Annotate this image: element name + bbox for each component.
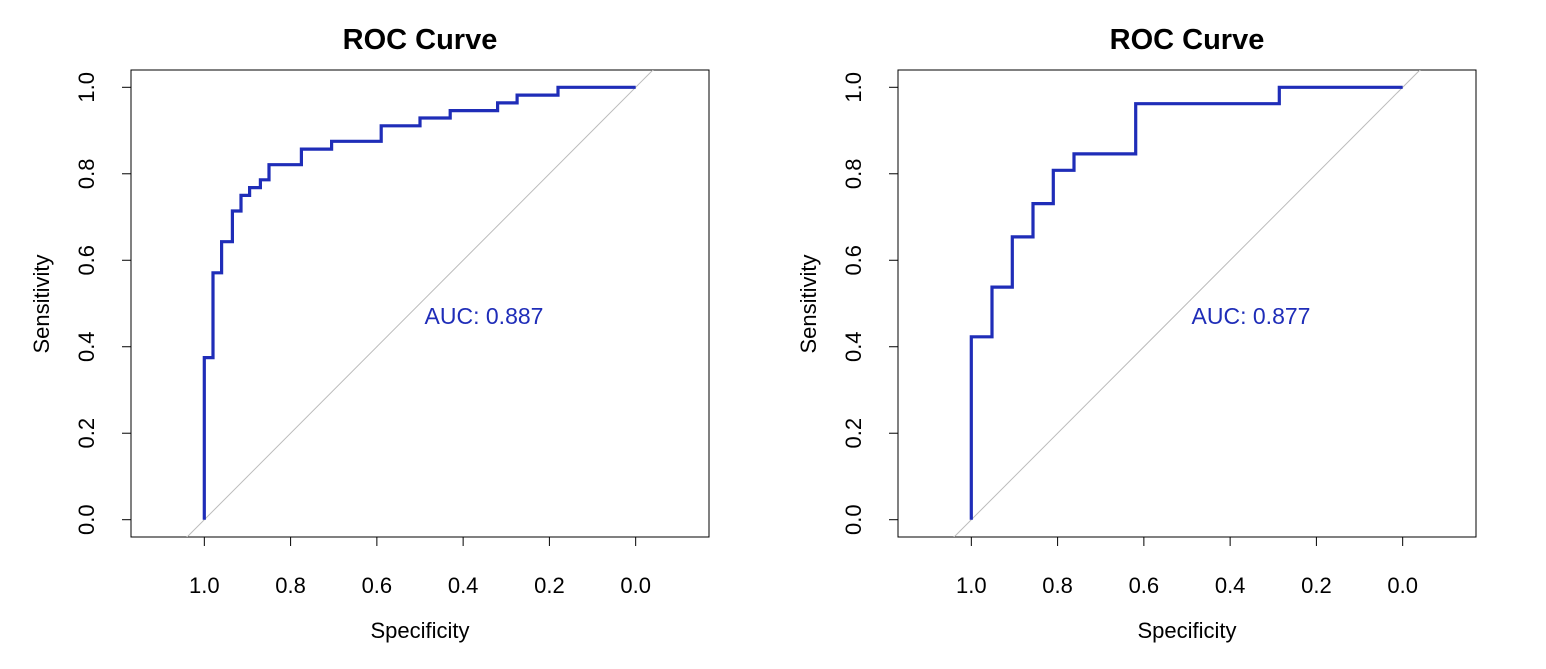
x-tick-label: 1.0 — [956, 573, 987, 598]
x-tick-label: 0.4 — [1215, 573, 1246, 598]
y-tick-label: 0.8 — [841, 158, 866, 189]
plot-frame — [897, 69, 1477, 538]
chart-title: ROC Curve — [1110, 24, 1265, 56]
x-tick-label: 0.0 — [620, 573, 651, 598]
y-tick-label: 0.4 — [74, 331, 99, 362]
chart-title: ROC Curve — [343, 24, 498, 56]
auc-annotation: AUC: 0.877 — [1192, 303, 1311, 329]
y-tick-label: 0.8 — [74, 158, 99, 189]
y-axis-label: Sensitivity — [796, 254, 821, 353]
y-tick-label: 0.0 — [841, 504, 866, 535]
roc-curve — [969, 85, 1403, 520]
x-tick-label: 0.2 — [1301, 573, 1332, 598]
x-tick-label: 0.8 — [1042, 573, 1073, 598]
diagonal-reference-line — [186, 70, 654, 537]
x-tick-label: 0.8 — [275, 573, 306, 598]
x-tick-label: 0.6 — [362, 573, 393, 598]
y-tick-label: 1.0 — [74, 72, 99, 103]
roc-panel-left: ROC Curve Specificity Sensitivity AUC: 0… — [29, 24, 710, 643]
y-tick-label: 0.4 — [841, 331, 866, 362]
y-tick-label: 0.0 — [74, 504, 99, 535]
x-axis-label: Specificity — [1137, 618, 1236, 643]
x-tick-label: 0.0 — [1387, 573, 1418, 598]
y-tick-label: 0.2 — [841, 418, 866, 449]
x-tick-label: 0.2 — [534, 573, 565, 598]
x-tick-label: 0.4 — [448, 573, 479, 598]
x-tick-label: 0.6 — [1129, 573, 1160, 598]
x-tick-label: 1.0 — [189, 573, 220, 598]
auc-annotation: AUC: 0.887 — [425, 303, 544, 329]
y-tick-label: 0.6 — [841, 245, 866, 276]
plot-frame — [130, 69, 710, 538]
roc-curve — [202, 85, 636, 520]
y-axis-label: Sensitivity — [29, 254, 54, 353]
y-tick-label: 0.6 — [74, 245, 99, 276]
x-axis-label: Specificity — [370, 618, 469, 643]
roc-panel-right: ROC Curve Specificity Sensitivity AUC: 0… — [796, 24, 1477, 643]
y-tick-label: 1.0 — [841, 72, 866, 103]
diagonal-reference-line — [953, 70, 1421, 537]
y-tick-label: 0.2 — [74, 418, 99, 449]
